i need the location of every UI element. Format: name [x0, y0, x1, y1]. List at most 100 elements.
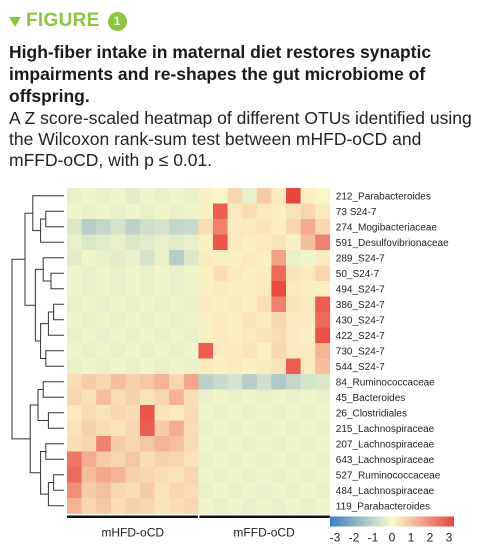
heatmap-cell	[183, 358, 199, 375]
heatmap-cell	[110, 420, 126, 437]
heatmap-cell	[227, 374, 243, 390]
heatmap-cell	[169, 234, 185, 251]
heatmap-cell	[125, 219, 141, 235]
heatmap-cell	[300, 327, 316, 344]
heatmap-cell	[198, 358, 214, 375]
row-label: 730_S24-7	[336, 346, 385, 357]
heatmap-cell	[140, 374, 155, 390]
heatmap-cell	[271, 312, 287, 328]
heatmap-cell	[227, 188, 243, 204]
heatmap-cell	[183, 296, 199, 313]
heatmap-cell	[110, 436, 126, 452]
heatmap-cell	[154, 250, 170, 266]
heatmap-cell	[169, 250, 185, 266]
heatmap-cell	[198, 188, 214, 204]
heatmap-cell	[198, 250, 214, 266]
heatmap-cell	[227, 219, 243, 235]
heatmap-cell	[96, 265, 112, 282]
heatmap-cell	[198, 343, 214, 359]
heatmap-cell	[286, 451, 301, 468]
heatmap-cell	[286, 498, 301, 514]
heatmap-cell	[110, 498, 126, 514]
heatmap-cell	[213, 389, 228, 406]
heatmap-cell	[242, 389, 258, 406]
heatmap-cell	[271, 296, 287, 313]
heatmap-cell	[242, 281, 258, 297]
row-label: 591_Desulfovibrionaceae	[336, 238, 449, 249]
heatmap-cell	[140, 405, 155, 421]
heatmap-cell	[271, 405, 287, 421]
heatmap-cell	[271, 281, 287, 297]
heatmap-cell	[183, 436, 199, 452]
heatmap-cell	[242, 498, 258, 514]
heatmap-cell	[183, 312, 199, 328]
heatmap-cell	[140, 188, 155, 204]
color-legend: -3 -2 -1 0 1 2 3	[330, 516, 454, 545]
heatmap-cell	[110, 374, 126, 390]
heatmap-cell	[286, 420, 301, 437]
heatmap-cell	[67, 188, 82, 204]
heatmap-cell	[213, 250, 228, 266]
legend-tick-label: 1	[408, 531, 415, 545]
heatmap-cell	[256, 250, 272, 266]
heatmap-cell	[213, 296, 228, 313]
heatmap-cell	[140, 343, 155, 359]
heatmap-cell	[227, 420, 243, 437]
heatmap-cell	[227, 234, 243, 251]
heatmap-cell	[300, 482, 316, 499]
heatmap-cell	[81, 219, 97, 235]
heatmap-cell	[227, 343, 243, 359]
group-axis: mHFD-oCD mFFD-oCD	[67, 515, 330, 540]
heatmap-cell	[227, 265, 243, 282]
heatmap-cell	[154, 389, 170, 406]
heatmap-cell	[169, 389, 185, 406]
heatmap-cell	[271, 451, 287, 468]
heatmap-cell	[183, 451, 199, 468]
heatmap-cell	[198, 451, 214, 468]
heatmap-cell	[81, 312, 97, 328]
heatmap-cell	[300, 467, 316, 483]
dendrogram-branch	[45, 350, 64, 367]
heatmap-cell	[256, 203, 272, 220]
heatmap-cell	[96, 250, 112, 266]
heatmap-cell	[110, 234, 126, 251]
heatmap-cell	[96, 498, 112, 514]
row-label: 50_S24-7	[336, 269, 380, 280]
heatmap-cell	[81, 188, 97, 204]
heatmap-cell	[213, 343, 228, 359]
heatmap-cell	[300, 234, 316, 251]
heatmap-cell	[96, 467, 112, 483]
heatmap-cell	[227, 358, 243, 375]
heatmap-cell	[140, 250, 155, 266]
heatmap-cell	[300, 405, 316, 421]
heatmap-cell	[125, 498, 141, 514]
heatmap-cell	[227, 467, 243, 483]
legend-tick-label: -3	[330, 531, 341, 545]
dendrogram-branch	[42, 381, 64, 398]
row-label: 45_Bacteroides	[336, 393, 406, 404]
heatmap-cell	[81, 234, 97, 251]
heatmap-cell	[110, 482, 126, 499]
heatmap-cell	[110, 188, 126, 204]
heatmap-cell	[213, 374, 228, 390]
heatmap-cell	[154, 374, 170, 390]
heatmap-cell	[256, 281, 272, 297]
heatmap-cell	[198, 265, 214, 282]
heatmap-cell	[256, 436, 272, 452]
heatmap-cell	[256, 327, 272, 344]
heatmap-cell	[183, 203, 199, 220]
heatmap-cell	[256, 451, 272, 468]
heatmap-cell	[213, 281, 228, 297]
heatmap-cell	[81, 281, 97, 297]
heatmap-cell	[67, 312, 82, 328]
heatmap-cell	[271, 343, 287, 359]
heatmap-cell	[140, 467, 155, 483]
row-label: 84_Ruminococcaceae	[336, 377, 435, 388]
heatmap-cell	[169, 327, 185, 344]
heatmap-cell	[315, 250, 331, 266]
heatmap-cell	[271, 498, 287, 514]
dendrogram-branch	[45, 210, 64, 228]
heatmap-cell	[198, 374, 214, 390]
heatmap-cell	[140, 498, 155, 514]
heatmap-cell	[154, 219, 170, 235]
